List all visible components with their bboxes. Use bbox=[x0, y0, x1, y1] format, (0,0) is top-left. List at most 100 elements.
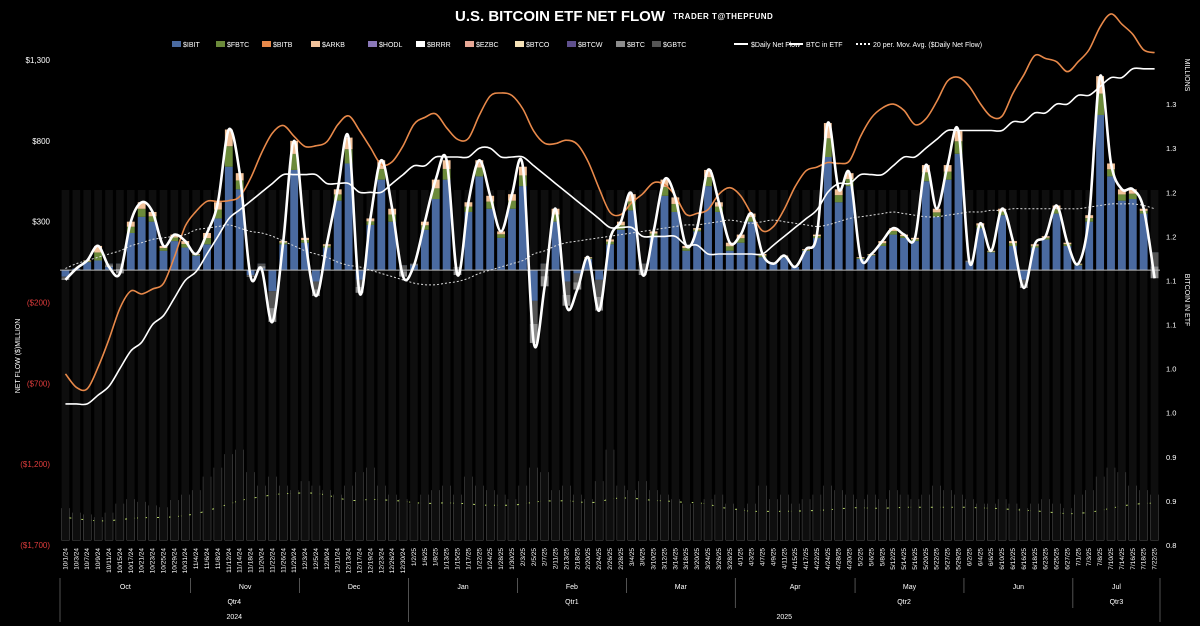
ibit-bar bbox=[214, 218, 222, 271]
background-stripe bbox=[649, 190, 658, 540]
month-label: Apr bbox=[790, 584, 802, 591]
arkb-bar bbox=[431, 179, 440, 189]
x-date-label: 4/28/25 bbox=[836, 548, 843, 570]
fbtc-bar bbox=[921, 172, 930, 182]
arkb-bar bbox=[1128, 189, 1137, 194]
x-date-label: 10/23/24 bbox=[150, 548, 157, 574]
background-stripe bbox=[932, 190, 941, 540]
background-stripe bbox=[344, 190, 353, 540]
x-date-label: 2/7/25 bbox=[542, 548, 549, 566]
x-date-label: 7/10/25 bbox=[1108, 548, 1115, 570]
fbtc-bar bbox=[257, 263, 266, 267]
legend-label-btco: $BTCO bbox=[526, 42, 550, 49]
ibit-bar bbox=[802, 250, 810, 271]
ibit-bar bbox=[714, 211, 723, 271]
background-stripe bbox=[301, 190, 309, 540]
x-date-label: 4/1/25 bbox=[738, 548, 745, 566]
fbtc-bar bbox=[1052, 209, 1061, 214]
background-stripe bbox=[660, 190, 669, 540]
fbtc-bar bbox=[344, 149, 353, 164]
fbtc-bar bbox=[268, 291, 277, 309]
fbtc-bar bbox=[834, 195, 843, 203]
fbtc-bar bbox=[115, 263, 124, 270]
ibit-bar bbox=[780, 257, 789, 271]
background-stripe bbox=[1128, 190, 1137, 540]
right-tick-label: 0.9 bbox=[1166, 497, 1176, 506]
background-stripe bbox=[911, 190, 919, 540]
background-stripe bbox=[976, 190, 985, 540]
arkb-bar bbox=[1052, 205, 1061, 210]
right-tick-label: 1.3 bbox=[1166, 100, 1176, 109]
fbtc-bar bbox=[126, 226, 135, 233]
x-date-label: 7/16/25 bbox=[1130, 548, 1137, 570]
ibit-bar bbox=[475, 176, 484, 271]
ibit-bar bbox=[725, 250, 734, 271]
ibit-bar bbox=[932, 216, 941, 271]
background-stripe bbox=[671, 190, 680, 540]
quarter-label: Qtr4 bbox=[227, 599, 241, 606]
fbtc-bar bbox=[214, 209, 222, 219]
fbtc-bar bbox=[562, 281, 571, 295]
background-stripe bbox=[1020, 190, 1028, 540]
ibit-bar bbox=[1009, 245, 1017, 271]
ibit-bar bbox=[682, 250, 691, 271]
background-stripe bbox=[867, 190, 876, 540]
x-date-label: 5/14/25 bbox=[901, 548, 908, 570]
ibit-bar bbox=[377, 179, 386, 271]
legend-swatch-fbtc bbox=[216, 41, 225, 47]
legend-swatch-btco bbox=[515, 41, 524, 47]
x-date-label: 10/15/24 bbox=[117, 548, 124, 574]
month-label: Nov bbox=[239, 584, 252, 591]
arkb-bar bbox=[834, 189, 843, 196]
legend-label-gbtc: $GBTC bbox=[663, 42, 686, 49]
background-stripe bbox=[497, 190, 505, 540]
x-date-label: 5/12/25 bbox=[890, 548, 897, 570]
background-stripe bbox=[965, 190, 974, 540]
legend-label-bitb: $BITB bbox=[273, 42, 293, 49]
ibit-bar bbox=[137, 216, 146, 271]
background-stripe bbox=[878, 190, 887, 540]
legend-label-arkb: $ARKB bbox=[322, 42, 345, 49]
background-stripe bbox=[1030, 190, 1039, 540]
background-stripe bbox=[366, 190, 375, 540]
quarter-label: Qtr2 bbox=[897, 599, 911, 606]
x-date-label: 11/20/24 bbox=[259, 548, 266, 573]
ibit-bar bbox=[693, 231, 702, 271]
background-stripe bbox=[388, 190, 396, 540]
ibit-bar bbox=[192, 255, 201, 271]
x-date-label: 10/25/24 bbox=[161, 548, 168, 574]
fbtc-bar bbox=[508, 200, 516, 209]
fbtc-bar bbox=[529, 300, 538, 325]
x-date-label: 12/3/24 bbox=[302, 548, 309, 570]
fbtc-bar bbox=[627, 201, 636, 211]
fbtc-bar bbox=[486, 201, 495, 209]
x-date-label: 12/9/24 bbox=[324, 548, 331, 570]
left-axis-title: NET FLOW ($)MILLION bbox=[15, 319, 22, 394]
fbtc-bar bbox=[932, 212, 941, 217]
ibit-bar bbox=[987, 252, 996, 271]
x-date-label: 7/22/25 bbox=[1152, 548, 1159, 570]
x-date-label: 3/6/25 bbox=[640, 548, 647, 566]
ibit-bar bbox=[290, 169, 299, 271]
background-stripe bbox=[845, 190, 854, 540]
ibit-bar bbox=[823, 157, 832, 271]
x-date-label: 12/5/24 bbox=[313, 548, 320, 570]
background-stripe bbox=[83, 190, 92, 540]
ibit-bar bbox=[736, 242, 745, 271]
right-tick-label: 1.2 bbox=[1166, 232, 1176, 241]
fbtc-bar bbox=[900, 236, 908, 238]
ibit-bar bbox=[954, 153, 963, 271]
ibit-bar bbox=[312, 270, 320, 282]
fbtc-bar bbox=[333, 194, 342, 201]
x-date-label: 6/6/25 bbox=[988, 548, 995, 566]
ibit-bar bbox=[388, 221, 397, 271]
ibit-bar bbox=[584, 258, 593, 271]
arkb-bar bbox=[1117, 189, 1126, 195]
ibit-bar bbox=[813, 237, 821, 271]
x-date-label: 1/15/25 bbox=[455, 548, 462, 570]
x-date-label: 1/6/25 bbox=[422, 548, 429, 566]
fbtc-bar bbox=[682, 248, 691, 251]
ibit-bar bbox=[1128, 199, 1137, 271]
ibit-bar bbox=[344, 163, 353, 271]
fbtc-bar bbox=[399, 265, 407, 272]
